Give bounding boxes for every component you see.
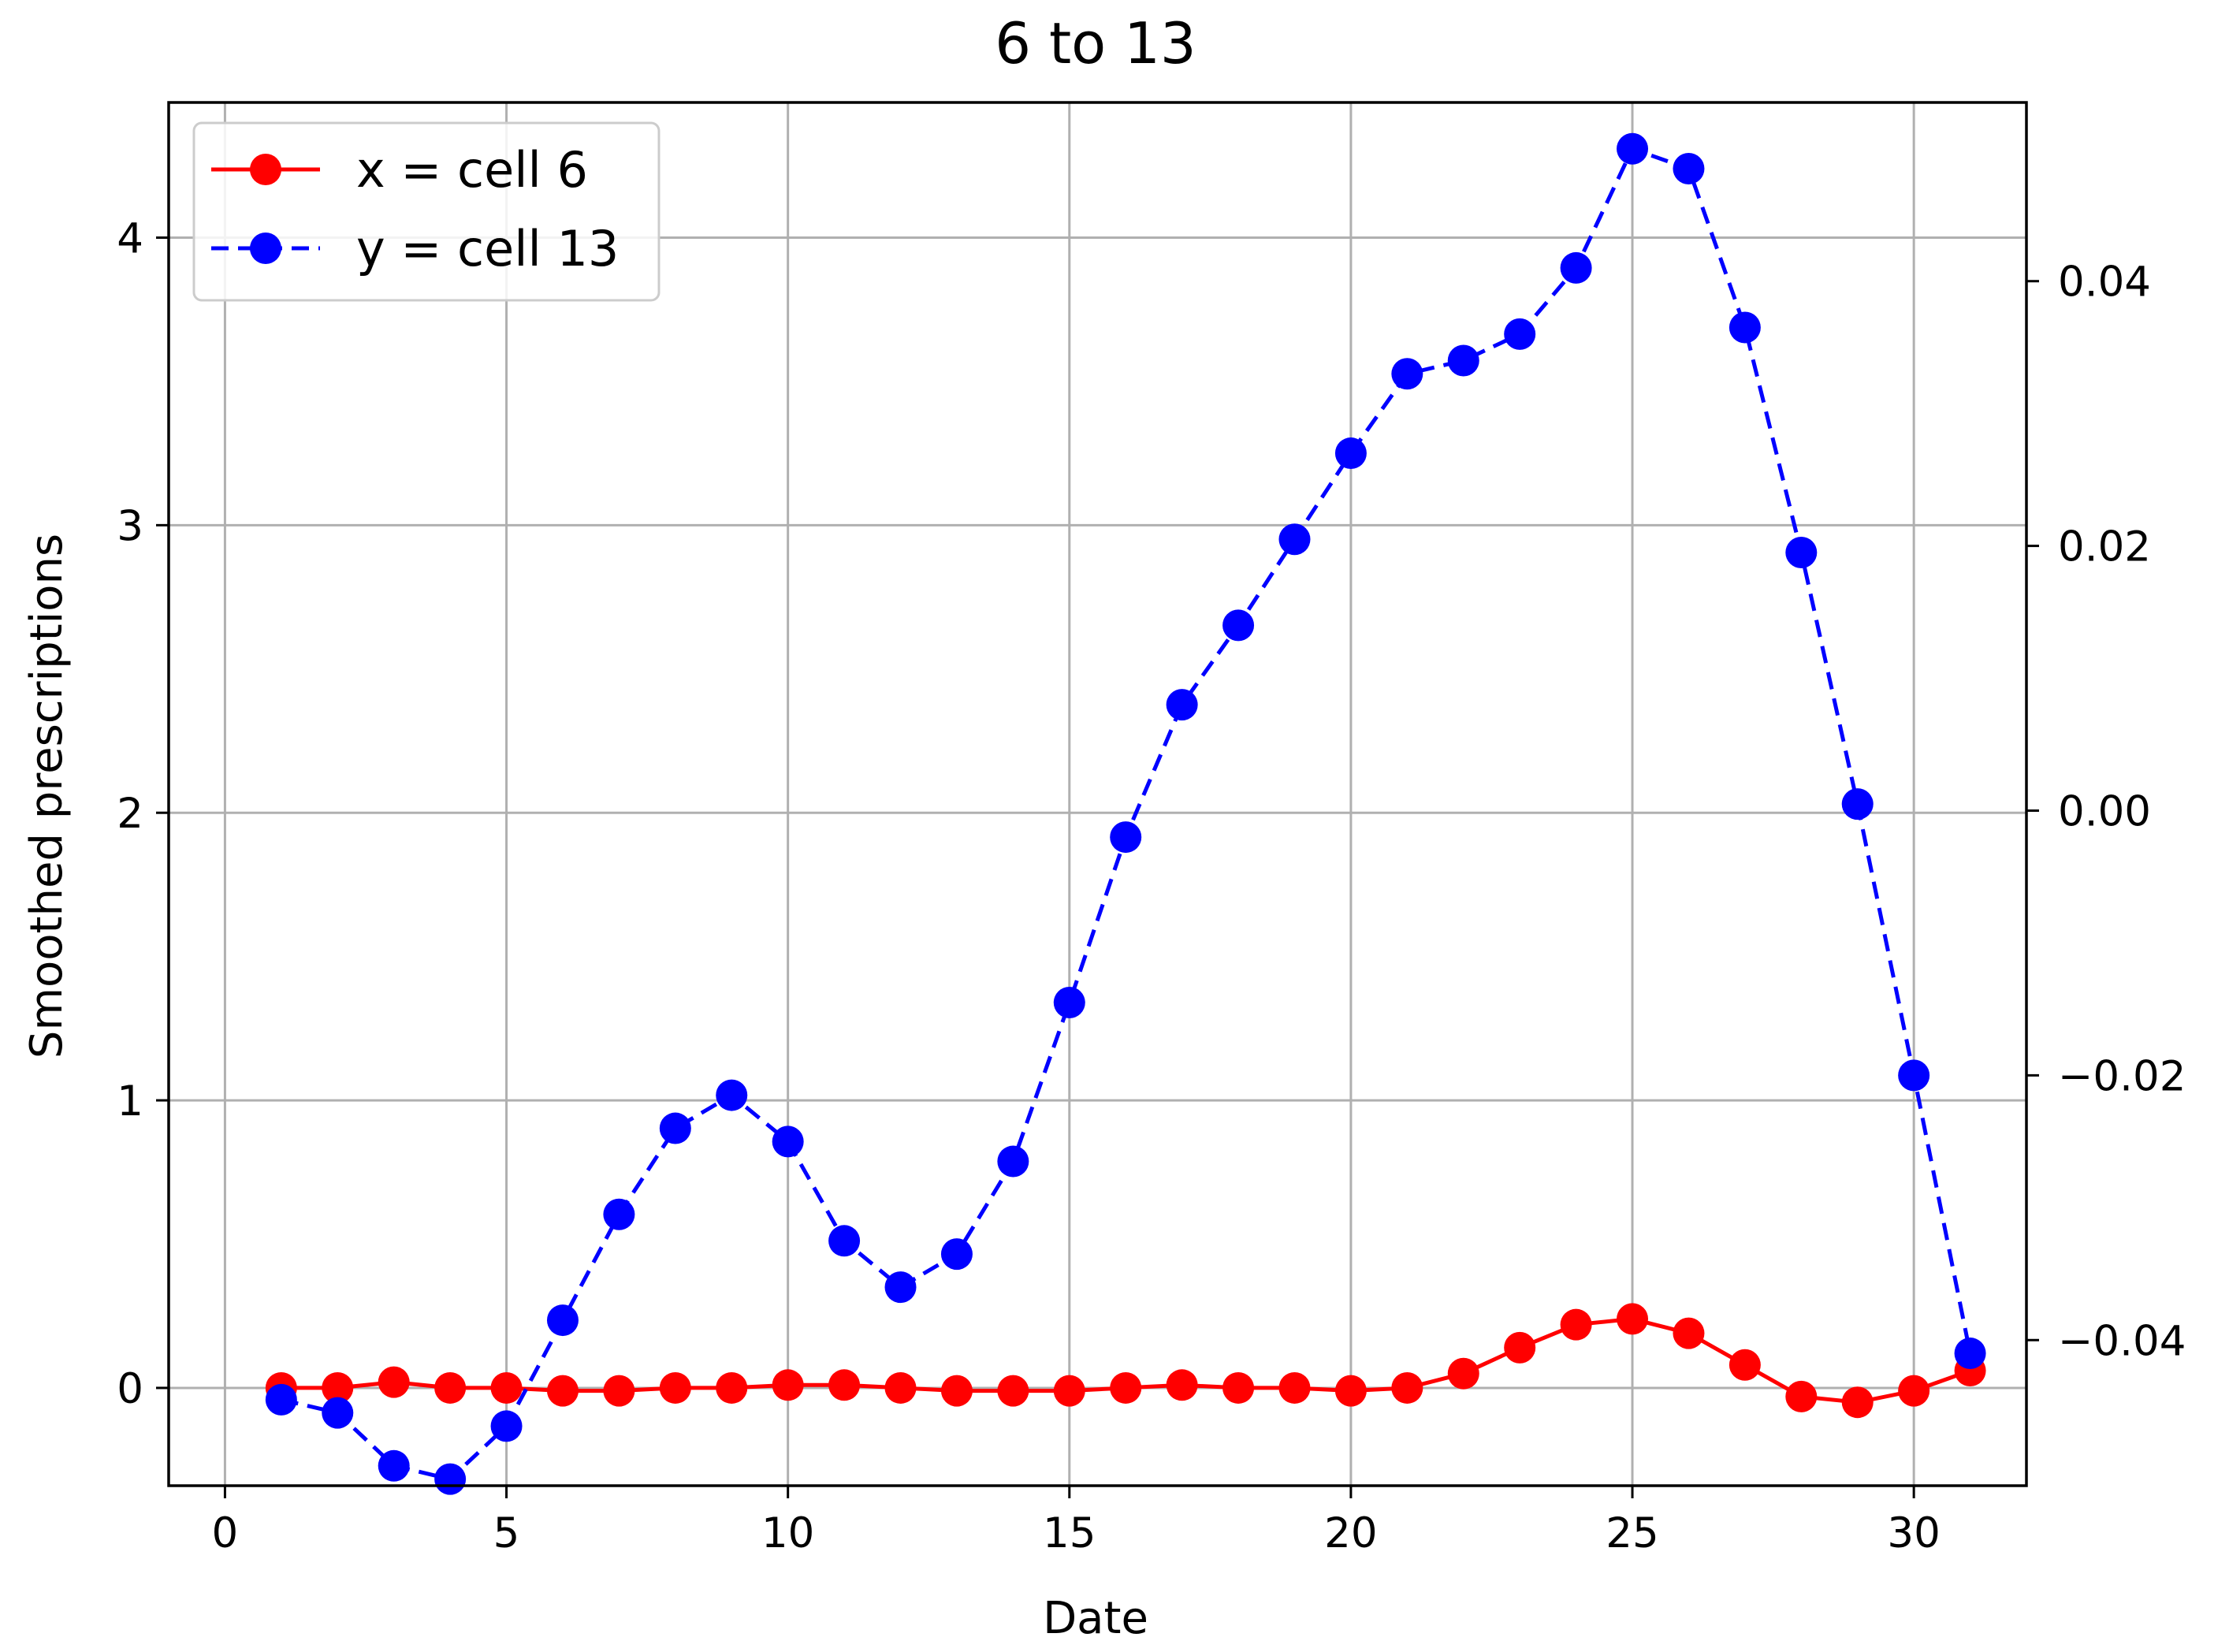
data-point-0 xyxy=(1785,1380,1818,1412)
data-point-0 xyxy=(1841,1386,1874,1419)
data-point-0 xyxy=(1391,1371,1423,1404)
data-point-1 xyxy=(1504,318,1536,350)
data-point-0 xyxy=(603,1375,635,1407)
x-axis-label: Date xyxy=(1043,1593,1148,1644)
data-point-1 xyxy=(1278,523,1311,556)
x-tick-label: 0 xyxy=(212,1509,239,1557)
data-point-1 xyxy=(1447,344,1479,377)
data-point-1 xyxy=(997,1145,1029,1178)
data-point-1 xyxy=(603,1198,635,1230)
data-point-0 xyxy=(1334,1375,1367,1407)
data-point-1 xyxy=(1391,358,1423,390)
data-point-0 xyxy=(884,1371,917,1404)
data-point-0 xyxy=(1617,1303,1649,1335)
data-point-1 xyxy=(322,1397,354,1429)
data-point-1 xyxy=(659,1112,691,1144)
data-point-1 xyxy=(265,1383,297,1416)
y2-tick-label: 0.04 xyxy=(2058,259,2151,307)
data-point-0 xyxy=(940,1375,973,1407)
data-point-0 xyxy=(1560,1308,1592,1341)
data-point-1 xyxy=(1954,1338,1986,1370)
data-point-1 xyxy=(1110,821,1142,854)
legend-box xyxy=(192,121,661,302)
data-point-1 xyxy=(884,1271,917,1304)
data-point-0 xyxy=(546,1375,579,1407)
chart-title: 6 to 13 xyxy=(995,10,1196,76)
legend: x = cell 6 y = cell 13 xyxy=(192,121,661,302)
data-point-0 xyxy=(322,1371,354,1404)
data-point-0 xyxy=(378,1366,410,1398)
data-point-1 xyxy=(1673,152,1705,184)
x-tick-label: 30 xyxy=(1887,1509,1940,1557)
data-point-0 xyxy=(1110,1371,1142,1404)
data-point-1 xyxy=(940,1238,973,1271)
data-point-1 xyxy=(1334,437,1367,470)
data-point-1 xyxy=(1728,311,1761,344)
data-point-1 xyxy=(828,1225,861,1257)
y2-tick-label: −0.04 xyxy=(2058,1317,2186,1365)
legend-marker-cell-13 xyxy=(250,233,281,264)
data-point-0 xyxy=(434,1371,467,1404)
y-tick-label: 0 xyxy=(117,1365,143,1413)
data-point-0 xyxy=(1053,1375,1085,1407)
data-point-1 xyxy=(378,1449,410,1482)
data-point-1 xyxy=(1785,537,1818,569)
legend-label-cell-6: x = cell 6 xyxy=(356,141,588,199)
y2-tick-label: 0.00 xyxy=(2058,787,2151,835)
data-point-0 xyxy=(1673,1317,1705,1349)
x-tick-label: 10 xyxy=(761,1509,814,1557)
x-tick-label: 15 xyxy=(1043,1509,1096,1557)
data-point-1 xyxy=(1222,609,1255,642)
series-layer xyxy=(265,132,1986,1495)
data-point-1 xyxy=(716,1079,748,1111)
data-point-0 xyxy=(659,1371,691,1404)
plot-frame xyxy=(167,101,2028,1487)
data-point-1 xyxy=(1898,1059,1930,1092)
data-point-1 xyxy=(1166,689,1198,721)
data-point-1 xyxy=(546,1304,579,1337)
data-point-0 xyxy=(1728,1349,1761,1381)
y2-tick-label: −0.02 xyxy=(2058,1052,2186,1100)
data-point-1 xyxy=(1841,788,1874,820)
axis-ticks: 0 5 10 15 20 25 30 0 1 2 3 4 −0.04 −0.02 0.00 0.02 0.04 xyxy=(117,214,2186,1557)
y-tick-label: 4 xyxy=(117,214,143,262)
data-point-1 xyxy=(772,1126,804,1158)
data-point-0 xyxy=(772,1369,804,1401)
x-tick-label: 5 xyxy=(493,1509,520,1557)
x-tick-label: 20 xyxy=(1324,1509,1377,1557)
data-point-0 xyxy=(1898,1375,1930,1407)
data-point-1 xyxy=(1560,251,1592,284)
legend-label-cell-13: y = cell 13 xyxy=(356,220,619,277)
data-point-0 xyxy=(997,1375,1029,1407)
data-point-0 xyxy=(1504,1331,1536,1364)
y-tick-label: 3 xyxy=(117,502,143,550)
data-point-0 xyxy=(716,1371,748,1404)
data-point-0 xyxy=(1447,1357,1479,1390)
x-tick-label: 25 xyxy=(1606,1509,1658,1557)
y-tick-label: 1 xyxy=(117,1077,143,1126)
legend-marker-cell-6 xyxy=(250,154,281,185)
y-axis-label: Smoothed prescriptions xyxy=(21,534,73,1059)
data-point-0 xyxy=(828,1369,861,1401)
data-point-0 xyxy=(490,1371,523,1404)
data-point-1 xyxy=(1617,132,1649,165)
y2-tick-label: 0.02 xyxy=(2058,523,2151,571)
data-point-1 xyxy=(490,1410,523,1442)
data-point-0 xyxy=(1278,1371,1311,1404)
data-point-0 xyxy=(1166,1369,1198,1401)
data-point-0 xyxy=(1222,1371,1255,1404)
y-tick-label: 2 xyxy=(117,790,143,838)
data-point-1 xyxy=(1053,987,1085,1019)
data-point-1 xyxy=(434,1463,467,1495)
